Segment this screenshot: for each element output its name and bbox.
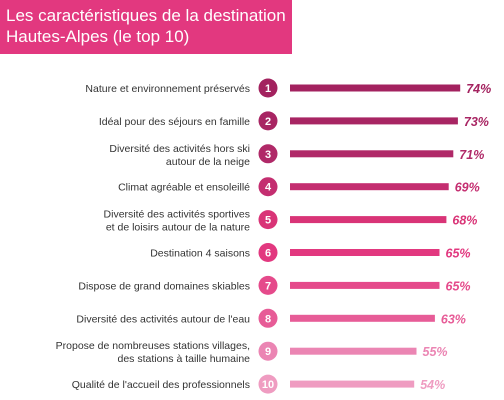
category-label-line: Climat agréable et ensoleillé: [118, 182, 250, 194]
rank-number: 3: [265, 149, 271, 161]
bar: [290, 281, 440, 289]
rank-circle: [258, 308, 278, 328]
category-label: Diversité des activités autour de l'eau: [76, 313, 250, 325]
category-label-line: des stations à taille humaine: [118, 353, 251, 365]
rank-number: 6: [265, 248, 271, 260]
bar: [290, 150, 454, 158]
category-label-line: Diversité des activités hors ski: [109, 143, 250, 155]
rank-number: 2: [265, 116, 271, 128]
value-label: 65%: [446, 247, 471, 261]
category-label-line: Propose de nombreuses stations villages,: [56, 340, 250, 352]
category-label: Destination 4 saisons: [150, 248, 250, 260]
category-label-line: Diversité des activités autour de l'eau: [76, 313, 250, 325]
category-label: Idéal pour des séjours en famille: [99, 116, 250, 128]
value-label: 68%: [452, 214, 477, 228]
category-label: Diversité des activités sportives et de l…: [104, 209, 251, 234]
rank-circle: [258, 78, 278, 98]
rank-circle: [258, 275, 278, 295]
rank-circle: [258, 341, 278, 361]
category-label: Climat agréable et ensoleillé: [118, 182, 250, 194]
bar: [290, 117, 458, 125]
bar: [290, 249, 440, 256]
category-label: Qualité de l'accueil des professionnels: [72, 379, 250, 391]
bar: [290, 183, 449, 191]
rank-number: 8: [265, 313, 271, 325]
category-label: Dispose de grand domaines skiables: [78, 280, 250, 292]
value-label: 71%: [459, 148, 484, 162]
category-label: Propose de nombreuses stations villages,…: [56, 340, 251, 365]
rank-circle: [258, 374, 278, 394]
category-label: Diversité des activités hors ski autour d…: [109, 143, 250, 168]
category-label-line: Qualité de l'accueil des professionnels: [72, 379, 250, 391]
category-label-line: Dispose de grand domaines skiables: [78, 280, 250, 292]
chart-title-line-2: Hautes-Alpes (le top 10): [6, 27, 190, 46]
bar: [290, 347, 417, 355]
value-label: 54%: [420, 378, 445, 392]
rank-number: 4: [265, 182, 272, 194]
rank-circle: [258, 177, 278, 197]
bar: [290, 314, 435, 322]
bar: [290, 380, 415, 388]
chart-title: Les caractéristiques de la destination H…: [0, 0, 292, 54]
chart-title-line-1: Les caractéristiques de la destination: [6, 6, 286, 25]
rank-number: 7: [265, 280, 271, 292]
rank-circle: [258, 144, 278, 164]
value-label: 63%: [441, 312, 466, 326]
rank-circle: [258, 111, 278, 131]
category-label-line: Destination 4 saisons: [150, 248, 250, 260]
rank-number: 9: [265, 346, 271, 358]
value-label: 65%: [446, 279, 471, 293]
bar: [290, 216, 447, 224]
category-label-line: et de loisirs autour de la nature: [106, 222, 250, 234]
rank-number: 5: [265, 215, 271, 227]
rank-number: 1: [265, 83, 271, 95]
value-label: 73%: [464, 115, 489, 129]
rank-number: 10: [262, 379, 274, 391]
rank-circle: [258, 210, 278, 230]
category-label-line: autour de la neige: [166, 156, 250, 168]
value-label: 69%: [455, 181, 480, 195]
bar: [290, 84, 461, 92]
category-label-line: Idéal pour des séjours en famille: [99, 116, 250, 128]
category-label: Nature et environnement préservés: [85, 83, 250, 95]
value-label: 74%: [466, 82, 491, 96]
value-label: 55%: [423, 345, 448, 359]
rank-circle: [258, 243, 278, 262]
category-label-line: Nature et environnement préservés: [85, 83, 250, 95]
category-label-line: Diversité des activités sportives: [104, 209, 250, 221]
